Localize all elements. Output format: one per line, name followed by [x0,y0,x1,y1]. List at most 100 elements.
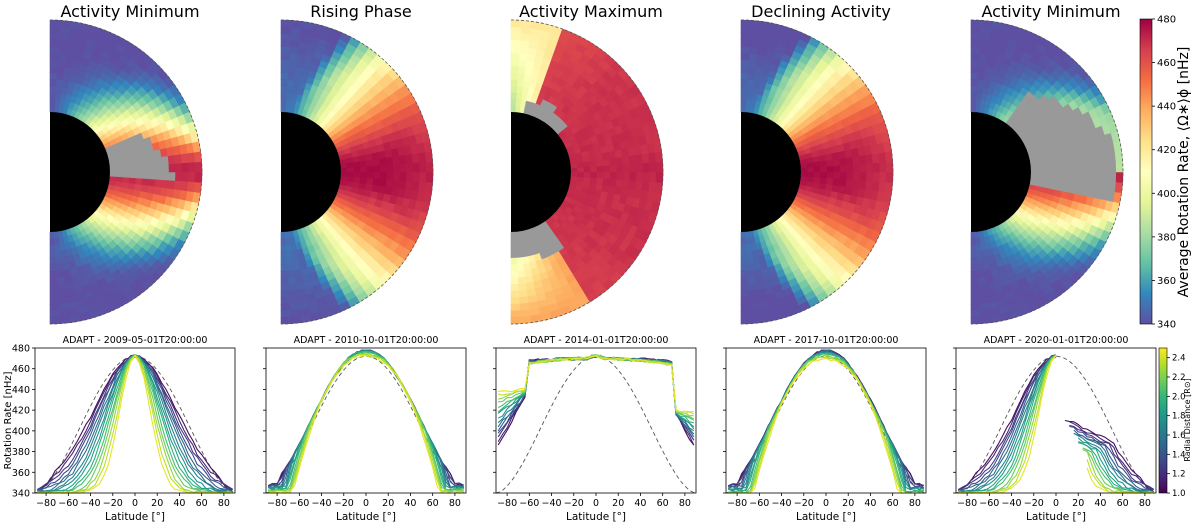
profile-plot: −80 −60 −40 −20 0 20 40 60 80 Latitude [°] ADAPT -… [263,335,467,523]
map-cell [800,175,808,182]
map-cell [1075,178,1084,188]
map-cell [1037,171,1045,178]
map-cell [970,244,977,253]
map-cell [510,65,519,74]
map-cell [596,171,605,179]
map-cell [970,59,980,67]
map-cell [858,179,867,190]
map-cell [636,162,644,173]
map-cell [760,21,773,30]
map-cell [412,171,421,182]
x-tick-label: 40 [1094,498,1106,509]
map-cell [1056,165,1065,173]
map-cell [1030,167,1038,173]
map-cell [839,164,848,173]
map-cell [109,175,117,182]
map-cell [749,33,761,42]
map-cell [180,180,189,192]
map-cell [820,165,828,173]
colorbar-label: Radial Distance [R⊙] [1183,378,1192,461]
meridional-map: Rising Phase [280,2,434,325]
map-cell [510,257,518,266]
colorbar-tick-label: 340 [1157,320,1176,331]
map-cell [59,315,72,324]
map-cell [280,290,290,299]
map-cell [287,65,296,74]
map-cell [510,310,522,318]
x-tick-label: 80 [1139,498,1151,509]
map-cell [520,315,533,324]
map-cell [287,59,297,68]
map-cell [858,154,867,165]
map-cell [122,171,131,178]
panel-title: Activity Minimum [981,2,1120,21]
map-cell [194,161,203,173]
series-line [497,354,695,432]
map-cell [748,46,759,55]
map-cell [747,65,756,74]
map-cell [116,171,124,178]
map-cell [54,98,61,107]
map-cell [142,171,150,180]
map-cell [975,92,983,100]
map-cell [405,153,414,164]
solar-disk [971,112,1031,232]
colorbar-tick-label: 2.0 [1172,392,1186,402]
map-cell [280,303,291,312]
map-cell [852,171,861,181]
map-cell [518,52,528,61]
map-cell [747,276,757,285]
x-tick-label: −60 [749,498,769,509]
solar-disk [50,112,110,232]
map-cell [833,171,841,180]
map-cell [285,92,293,100]
map-cell [649,161,657,173]
map-cell [516,263,525,272]
series-line [37,354,233,494]
map-cell [653,140,662,153]
map-cell [745,98,752,107]
map-cell [859,163,868,173]
map-cell [175,171,183,182]
map-cell [1101,152,1110,164]
x-tick-label: 0 [1053,498,1059,509]
map-cell [970,72,979,80]
plot-title: ADAPT - 2017-10-01T20:00:00 [754,335,899,346]
map-cell [1043,176,1051,184]
y-tick-label: 400 [12,426,30,437]
map-cell [1069,164,1078,173]
map-cell [405,180,414,191]
map-cell [49,65,58,74]
map-cell [340,171,348,177]
map-cell [280,32,291,41]
map-cell [280,283,290,292]
map-cell [970,283,980,292]
map-cell [1063,171,1071,180]
map-cell [1063,164,1071,173]
map-cell [839,157,848,166]
map-cell [58,296,69,305]
map-cell [122,166,131,173]
x-tick-label: 60 [1117,498,1129,509]
map-cell [386,171,394,181]
map-cell [1062,158,1071,167]
profile-plot: −80 −60 −40 −20 0 20 40 60 80 Latitude [°] ADAPT -… [953,335,1157,523]
map-cell [55,85,63,94]
map-cell [813,176,821,184]
map-cell [280,91,287,100]
map-cell [510,45,520,54]
x-axis-label: Latitude [°] [336,511,396,523]
map-cell [628,179,637,190]
series-line [37,356,234,494]
map-cell [845,178,854,188]
map-cell [49,238,56,246]
map-cell [280,270,289,279]
series-line [268,354,464,494]
map-cell [970,39,981,47]
map-cell [740,231,746,239]
map-cell [49,91,56,100]
map-cell [970,26,982,34]
map-cell [979,302,991,311]
map-cell [373,171,381,180]
map-cell [398,154,407,165]
